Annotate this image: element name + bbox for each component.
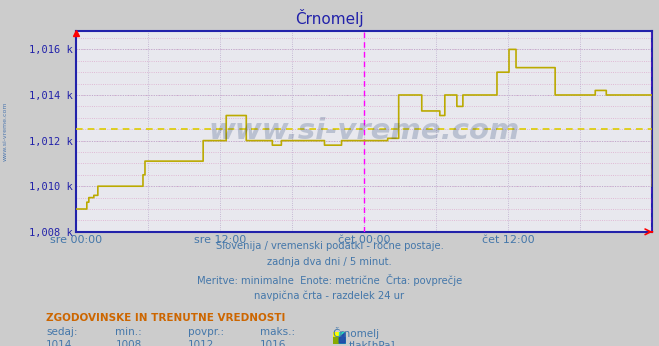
- Text: min.:: min.:: [115, 327, 142, 337]
- Text: Črnomelj: Črnomelj: [333, 327, 380, 339]
- Text: Slovenija / vremenski podatki - ročne postaje.: Slovenija / vremenski podatki - ročne po…: [215, 240, 444, 251]
- Text: 1014: 1014: [46, 340, 72, 346]
- Text: www.si-vreme.com: www.si-vreme.com: [208, 118, 520, 145]
- Text: sedaj:: sedaj:: [46, 327, 78, 337]
- Text: Meritve: minimalne  Enote: metrične  Črta: povprečje: Meritve: minimalne Enote: metrične Črta:…: [197, 274, 462, 286]
- Text: 1016: 1016: [260, 340, 287, 346]
- Text: maks.:: maks.:: [260, 327, 295, 337]
- Text: Črnomelj: Črnomelj: [295, 9, 364, 27]
- Text: www.si-vreme.com: www.si-vreme.com: [3, 102, 8, 161]
- Text: zadnja dva dni / 5 minut.: zadnja dva dni / 5 minut.: [267, 257, 392, 267]
- Text: 1012: 1012: [188, 340, 214, 346]
- Text: tlak[hPa]: tlak[hPa]: [349, 340, 395, 346]
- Text: 1008: 1008: [115, 340, 142, 346]
- Text: navpična črta - razdelek 24 ur: navpična črta - razdelek 24 ur: [254, 290, 405, 301]
- Text: povpr.:: povpr.:: [188, 327, 224, 337]
- Text: ZGODOVINSKE IN TRENUTNE VREDNOSTI: ZGODOVINSKE IN TRENUTNE VREDNOSTI: [46, 313, 285, 323]
